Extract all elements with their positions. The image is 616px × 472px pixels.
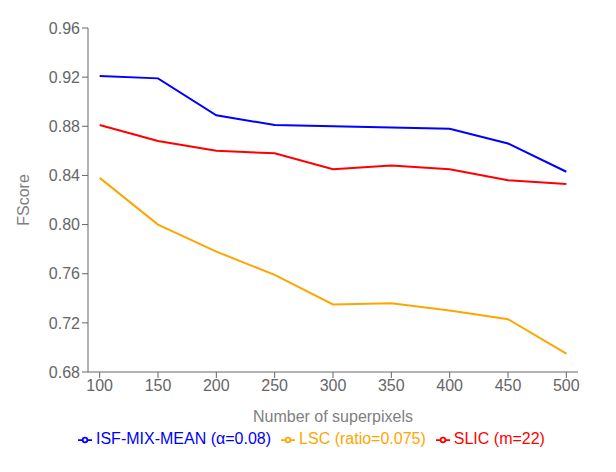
svg-text:0.88: 0.88 — [49, 118, 80, 135]
svg-text:Number of superpixels: Number of superpixels — [253, 408, 413, 425]
svg-text:0.84: 0.84 — [49, 167, 80, 184]
svg-text:0.68: 0.68 — [49, 364, 80, 381]
svg-text:100: 100 — [86, 377, 113, 394]
svg-text:0.96: 0.96 — [49, 20, 80, 37]
html-text:ISF-MIX-MEAN (α=0.08): ISF-MIX-MEAN (α=0.08) — [96, 430, 272, 447]
svg-text:250: 250 — [261, 377, 288, 394]
svg-text:450: 450 — [495, 377, 522, 394]
svg-text:350: 350 — [378, 377, 405, 394]
svg-text:150: 150 — [145, 377, 172, 394]
html-text:LSC (ratio=0.075): LSC (ratio=0.075) — [299, 430, 426, 447]
svg-text:0.80: 0.80 — [49, 216, 80, 233]
svg-text:300: 300 — [320, 377, 347, 394]
svg-text:400: 400 — [436, 377, 463, 394]
svg-text:200: 200 — [203, 377, 230, 394]
svg-text:0.72: 0.72 — [49, 315, 80, 332]
svg-text:0.92: 0.92 — [49, 69, 80, 86]
svg-text:FScore: FScore — [15, 174, 32, 226]
svg-text:0.76: 0.76 — [49, 265, 80, 282]
html-text:SLIC (m=22): SLIC (m=22) — [453, 430, 545, 447]
svg-text:500: 500 — [553, 377, 580, 394]
